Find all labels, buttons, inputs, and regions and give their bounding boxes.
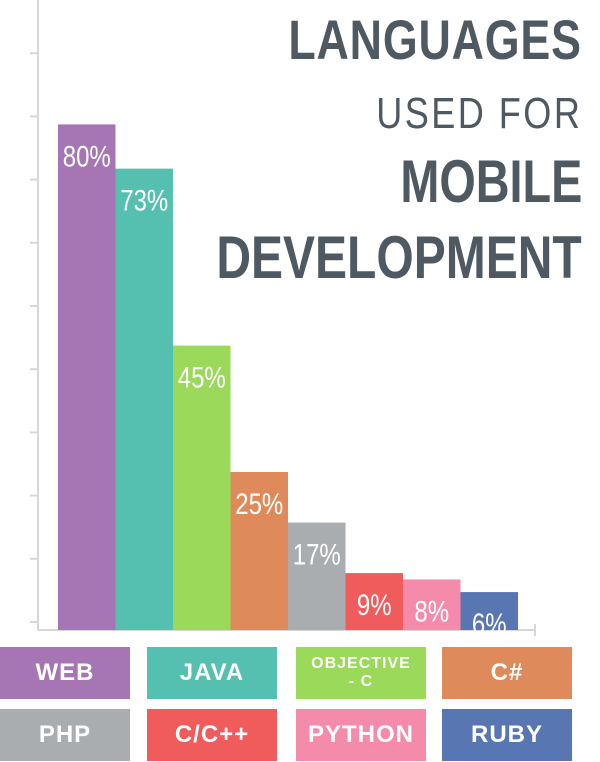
legend-item-python: PYTHON [296,709,426,761]
chart-title-line-2: USED FOR [375,89,582,138]
bar-web [58,124,116,631]
bar-c- [230,472,288,630]
bar-value-label: 45% [178,360,226,394]
bar-value-label: 25% [235,486,283,520]
legend-item-web: WEB [0,647,130,699]
legend-item-java: JAVA [147,647,277,699]
chart-title-line-4: DEVELOPMENT [216,224,582,291]
bar-value-label: 73% [120,183,168,217]
bar-value-label: 9% [357,588,392,622]
bar-php [288,522,346,630]
bar-objective-c [173,345,231,630]
legend-item-ruby: RUBY [442,709,572,761]
bar-c-c- [345,573,403,630]
bar-ruby [460,592,518,630]
bar-value-label: 6% [472,606,507,640]
legend-item-php: PHP [0,709,130,761]
chart-title-line-3: MOBILE [400,148,582,215]
bar-python [403,579,461,630]
bar-value-label: 17% [293,537,341,571]
bar-value-label: 8% [414,594,449,628]
bar-value-label: 80% [63,139,111,173]
legend-item-objective-c: OBJECTIVE - C [296,647,426,699]
bar-java [115,168,173,630]
chart-title-line-1: LANGUAGES [288,8,582,71]
legend-item-c: C# [442,647,572,699]
bar-chart: 80% 73% 45% 25% 17% 9% 8% 6% [30,0,536,640]
legend-item-c-c: C/C++ [147,709,277,761]
